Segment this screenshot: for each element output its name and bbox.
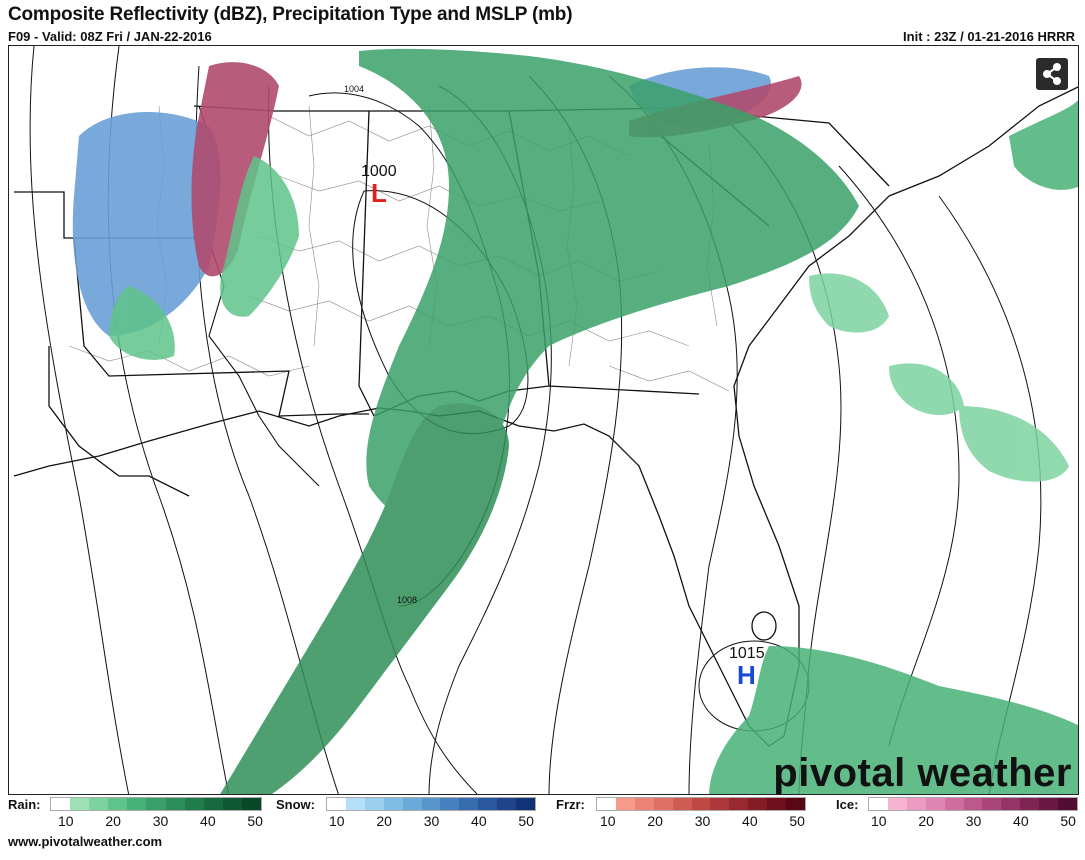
legend-snow-tick: 20 bbox=[376, 813, 392, 829]
legend-snow-tick: 40 bbox=[471, 813, 487, 829]
legend-ice-tick: 30 bbox=[965, 813, 982, 829]
legend-rain: Rain: 10 20 30 40 50 bbox=[8, 797, 263, 833]
legend-rain-swatch bbox=[89, 798, 109, 810]
legend-snow-swatch bbox=[440, 798, 460, 810]
legend-ice-swatch bbox=[963, 798, 983, 810]
low-pressure-symbol: L bbox=[371, 178, 387, 208]
legend-ice-swatch bbox=[887, 798, 907, 810]
share-icon bbox=[1043, 63, 1061, 85]
legend-frzr-ticks: 10 20 30 40 50 bbox=[600, 813, 805, 829]
legend: Rain: 10 20 30 40 50 Snow: 10 20 30 40 50 Frzr: … bbox=[0, 797, 1085, 837]
legend-rain-swatch bbox=[222, 798, 242, 810]
legend-snow-swatch bbox=[364, 798, 384, 810]
legend-frzr-swatch bbox=[767, 798, 787, 810]
low-pressure-value: 1000 bbox=[361, 163, 397, 180]
legend-snow-swatch bbox=[478, 798, 498, 810]
brand-logo: pivotal weather bbox=[773, 751, 1072, 795]
legend-frzr-swatch bbox=[653, 798, 673, 810]
legend-frzr-swatch bbox=[615, 798, 635, 810]
site-url[interactable]: www.pivotalweather.com bbox=[8, 834, 163, 849]
map-canvas: 1004 1008 1000 L 1015 H bbox=[13, 46, 1078, 794]
legend-snow-ticks: 10 20 30 40 50 bbox=[329, 813, 534, 829]
legend-rain-ticks: 10 20 30 40 50 bbox=[58, 813, 263, 829]
legend-snow: Snow: 10 20 30 40 50 bbox=[276, 797, 538, 833]
legend-ice-swatch bbox=[925, 798, 945, 810]
legend-ice-swatch bbox=[869, 798, 888, 810]
legend-frzr-tick: 40 bbox=[742, 813, 758, 829]
legend-frzr-swatch bbox=[691, 798, 711, 810]
legend-ice-ticks: 10 20 30 40 50 bbox=[871, 813, 1076, 829]
page-title: Composite Reflectivity (dBZ), Precipitat… bbox=[8, 4, 573, 25]
legend-ice-swatch bbox=[944, 798, 964, 810]
legend-rain-tick: 30 bbox=[152, 813, 169, 829]
legend-snow-swatch bbox=[459, 798, 479, 810]
legend-rain-swatch bbox=[165, 798, 185, 810]
legend-snow-tick: 50 bbox=[518, 813, 534, 829]
legend-snow-swatch bbox=[497, 798, 517, 810]
legend-snow-swatch bbox=[421, 798, 441, 810]
legend-frzr-swatch bbox=[597, 798, 616, 810]
legend-frzr-swatch bbox=[634, 798, 654, 810]
legend-ice-tick: 40 bbox=[1013, 813, 1029, 829]
legend-frzr-swatch bbox=[729, 798, 749, 810]
legend-rain-tick: 20 bbox=[105, 813, 121, 829]
weather-map[interactable]: 1004 1008 1000 L 1015 H pivotal weather bbox=[8, 45, 1079, 795]
legend-frzr-swatch bbox=[710, 798, 730, 810]
legend-snow-swatch bbox=[345, 798, 365, 810]
legend-frzr-swatch bbox=[786, 798, 805, 810]
legend-ice-swatch bbox=[1020, 798, 1040, 810]
legend-ice-swatch bbox=[1001, 798, 1021, 810]
legend-snow-bar bbox=[326, 797, 536, 811]
legend-rain-swatch bbox=[70, 798, 90, 810]
legend-snow-swatch bbox=[327, 798, 346, 810]
high-pressure-value: 1015 bbox=[729, 645, 765, 662]
legend-ice-swatch bbox=[1039, 798, 1059, 810]
legend-ice-label: Ice: bbox=[836, 797, 859, 812]
legend-rain-swatch bbox=[146, 798, 166, 810]
share-button[interactable] bbox=[1036, 58, 1068, 90]
legend-frzr-swatch bbox=[672, 798, 692, 810]
legend-ice-tick: 50 bbox=[1060, 813, 1076, 829]
legend-rain-swatch bbox=[127, 798, 147, 810]
legend-rain-tick: 50 bbox=[247, 813, 263, 829]
legend-rain-tick: 10 bbox=[58, 813, 74, 829]
isobar-label-1008: 1008 bbox=[397, 595, 417, 605]
legend-frzr-tick: 10 bbox=[600, 813, 616, 829]
legend-rain-swatch bbox=[241, 798, 262, 810]
legend-rain-tick: 40 bbox=[200, 813, 216, 829]
legend-rain-swatch bbox=[184, 798, 204, 810]
legend-rain-swatch bbox=[203, 798, 223, 810]
legend-snow-swatch bbox=[402, 798, 422, 810]
legend-ice-tick: 10 bbox=[871, 813, 887, 829]
legend-frzr: Frzr: 10 20 30 40 50 bbox=[556, 797, 808, 833]
high-pressure-symbol: H bbox=[737, 660, 756, 690]
legend-frzr-label: Frzr: bbox=[556, 797, 585, 812]
legend-frzr-tick: 50 bbox=[789, 813, 805, 829]
legend-frzr-swatch bbox=[748, 798, 768, 810]
legend-frzr-tick: 30 bbox=[694, 813, 711, 829]
legend-snow-tick: 30 bbox=[423, 813, 440, 829]
legend-ice-swatch bbox=[982, 798, 1002, 810]
legend-snow-label: Snow: bbox=[276, 797, 315, 812]
legend-rain-swatch bbox=[51, 798, 71, 810]
legend-ice-swatch bbox=[906, 798, 926, 810]
legend-snow-swatch bbox=[383, 798, 403, 810]
legend-frzr-bar bbox=[596, 797, 806, 811]
legend-ice-swatch bbox=[1058, 798, 1077, 810]
isobar-label-1004: 1004 bbox=[344, 84, 364, 94]
rain-area bbox=[109, 48, 1078, 794]
legend-ice-tick: 20 bbox=[918, 813, 934, 829]
legend-ice-bar bbox=[868, 797, 1078, 811]
legend-ice: Ice: 10 20 30 40 50 bbox=[836, 797, 1079, 833]
legend-snow-tick: 10 bbox=[329, 813, 345, 829]
legend-frzr-tick: 20 bbox=[647, 813, 663, 829]
model-init-time: Init : 23Z / 01-21-2016 HRRR bbox=[903, 29, 1075, 44]
legend-rain-bar bbox=[50, 797, 262, 811]
legend-snow-swatch bbox=[516, 798, 535, 810]
forecast-valid-time: F09 - Valid: 08Z Fri / JAN-22-2016 bbox=[8, 29, 212, 44]
legend-rain-swatch bbox=[108, 798, 128, 810]
legend-rain-label: Rain: bbox=[8, 797, 41, 812]
